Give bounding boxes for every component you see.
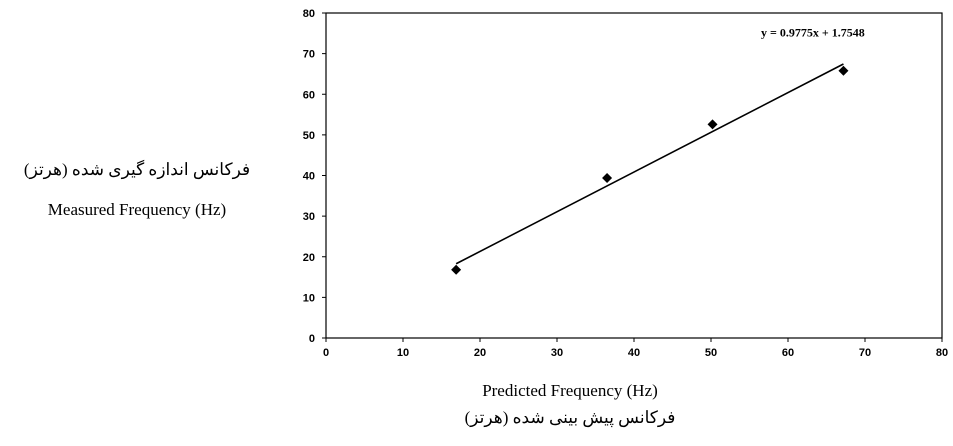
y-axis-label: Measured Frequency (Hz) [47,200,227,219]
data-points [451,65,849,275]
x-tick-label: 70 [859,347,871,359]
y-tick-label: 40 [303,171,315,183]
y-tick-label: 70 [303,49,315,61]
x-axis-label-persian: فرکانس پیش بینی شده (هرتز) [464,408,676,427]
y-tick-label: 20 [303,252,315,264]
x-tick-label: 0 [323,347,329,359]
y-axis-label-persian: فرکانس اندازه گیری شده (هرتز) [23,160,251,179]
axes: 0 10 20 30 40 50 60 70 80 0 10 20 30 40 50 60 70 80 [303,8,948,359]
x-tick-label: 50 [705,347,717,359]
y-tick-label: 80 [303,8,315,20]
plot-area-frame [325,12,943,339]
y-tick-label: 50 [303,130,315,142]
x-tick-label: 60 [782,347,794,359]
x-tick-label: 10 [397,347,409,359]
x-tick-label: 20 [474,347,486,359]
x-tick-label: 80 [936,347,948,359]
trendline [455,63,844,265]
data-point [707,119,718,130]
trendline-group [455,63,844,265]
y-tick-label: 60 [303,89,315,101]
x-axis-label: Predicted Frequency (Hz) [482,381,658,400]
data-point [451,264,462,275]
data-point [838,65,849,76]
y-tick-label: 0 [309,333,315,345]
y-tick-label: 30 [303,211,315,223]
trendline-equation: y = 0.9775x + 1.7548 [761,26,865,40]
data-point [602,172,613,183]
y-tick-label: 10 [303,292,315,304]
x-tick-label: 40 [628,347,640,359]
x-tick-label: 30 [551,347,563,359]
